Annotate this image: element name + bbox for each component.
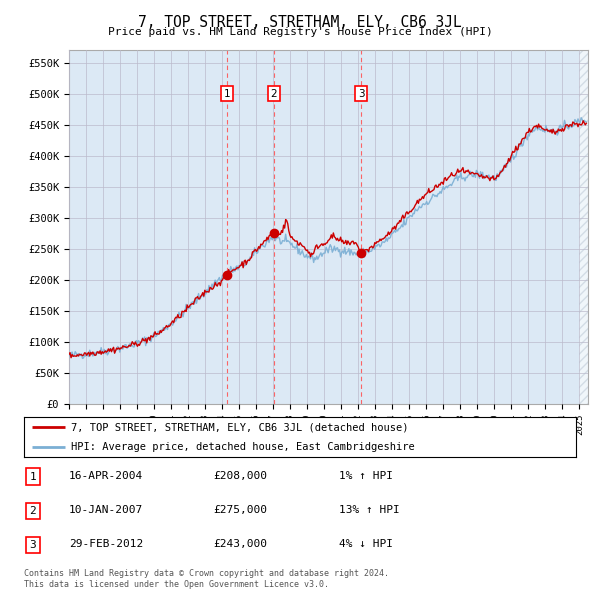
Text: 16-APR-2004: 16-APR-2004	[69, 471, 143, 480]
Text: 1% ↑ HPI: 1% ↑ HPI	[339, 471, 393, 480]
Text: £208,000: £208,000	[213, 471, 267, 480]
Text: 3: 3	[29, 540, 37, 550]
Text: 7, TOP STREET, STRETHAM, ELY, CB6 3JL: 7, TOP STREET, STRETHAM, ELY, CB6 3JL	[138, 15, 462, 30]
Text: 2: 2	[29, 506, 37, 516]
Text: 7, TOP STREET, STRETHAM, ELY, CB6 3JL (detached house): 7, TOP STREET, STRETHAM, ELY, CB6 3JL (d…	[71, 422, 409, 432]
Text: 13% ↑ HPI: 13% ↑ HPI	[339, 505, 400, 514]
Text: 29-FEB-2012: 29-FEB-2012	[69, 539, 143, 549]
Text: 3: 3	[358, 88, 364, 99]
Text: Contains HM Land Registry data © Crown copyright and database right 2024.: Contains HM Land Registry data © Crown c…	[24, 569, 389, 578]
Text: Price paid vs. HM Land Registry's House Price Index (HPI): Price paid vs. HM Land Registry's House …	[107, 27, 493, 37]
Text: 1: 1	[224, 88, 230, 99]
Text: This data is licensed under the Open Government Licence v3.0.: This data is licensed under the Open Gov…	[24, 579, 329, 589]
Text: HPI: Average price, detached house, East Cambridgeshire: HPI: Average price, detached house, East…	[71, 442, 415, 452]
Text: 10-JAN-2007: 10-JAN-2007	[69, 505, 143, 514]
Text: £275,000: £275,000	[213, 505, 267, 514]
Text: 4% ↓ HPI: 4% ↓ HPI	[339, 539, 393, 549]
Text: 1: 1	[29, 472, 37, 481]
Text: £243,000: £243,000	[213, 539, 267, 549]
Text: 2: 2	[271, 88, 277, 99]
